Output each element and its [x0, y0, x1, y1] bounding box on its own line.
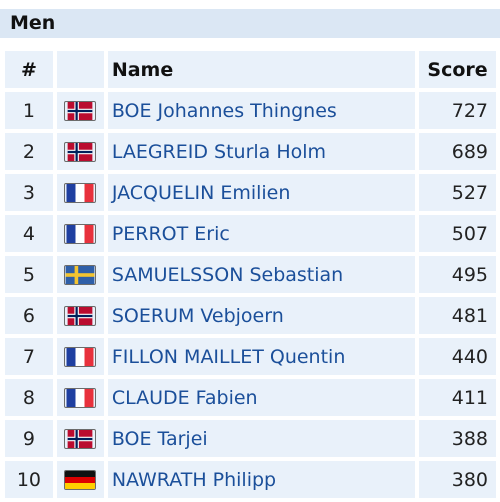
- rank-cell: 6: [5, 297, 53, 334]
- france-flag-icon: [64, 347, 97, 367]
- flag-cell: [56, 215, 104, 252]
- flag-cell: [56, 420, 104, 457]
- standings-table: # Name Score 1 BOE Johannes Thingnes 727 2 L…: [1, 47, 500, 502]
- norway-flag-icon: [64, 306, 97, 326]
- score-cell: 380: [419, 461, 496, 498]
- section-title: Men: [0, 9, 500, 38]
- athlete-name-link[interactable]: NAWRATH Philipp: [107, 461, 416, 498]
- score-cell: 481: [419, 297, 496, 334]
- table-row: 8 CLAUDE Fabien 411: [5, 379, 496, 416]
- rank-cell: 4: [5, 215, 53, 252]
- athlete-name-link[interactable]: SOERUM Vebjoern: [107, 297, 416, 334]
- table-row: 4 PERROT Eric 507: [5, 215, 496, 252]
- table-row: 1 BOE Johannes Thingnes 727: [5, 92, 496, 129]
- header-row: # Name Score: [5, 51, 496, 88]
- table-row: 5 SAMUELSSON Sebastian 495: [5, 256, 496, 293]
- rank-cell: 10: [5, 461, 53, 498]
- sweden-flag-icon: [64, 265, 97, 285]
- table-row: 6 SOERUM Vebjoern 481: [5, 297, 496, 334]
- athlete-name-link[interactable]: JACQUELIN Emilien: [107, 174, 416, 211]
- france-flag-icon: [64, 388, 97, 408]
- score-cell: 388: [419, 420, 496, 457]
- athlete-name-link[interactable]: BOE Johannes Thingnes: [107, 92, 416, 129]
- rank-cell: 9: [5, 420, 53, 457]
- table-row: 10 NAWRATH Philipp 380: [5, 461, 496, 498]
- france-flag-icon: [64, 183, 97, 203]
- table-row: 2 LAEGREID Sturla Holm 689: [5, 133, 496, 170]
- norway-flag-icon: [64, 429, 97, 449]
- athlete-name-link[interactable]: BOE Tarjei: [107, 420, 416, 457]
- flag-cell: [56, 297, 104, 334]
- score-cell: 689: [419, 133, 496, 170]
- athlete-name-link[interactable]: CLAUDE Fabien: [107, 379, 416, 416]
- name-header: Name: [107, 51, 416, 88]
- rank-cell: 3: [5, 174, 53, 211]
- score-cell: 507: [419, 215, 496, 252]
- score-cell: 727: [419, 92, 496, 129]
- athlete-name-link[interactable]: FILLON MAILLET Quentin: [107, 338, 416, 375]
- flag-cell: [56, 174, 104, 211]
- flag-cell: [56, 133, 104, 170]
- table-row: 7 FILLON MAILLET Quentin 440: [5, 338, 496, 375]
- table-row: 9 BOE Tarjei 388: [5, 420, 496, 457]
- athlete-name-link[interactable]: LAEGREID Sturla Holm: [107, 133, 416, 170]
- flag-cell: [56, 338, 104, 375]
- flag-header: [56, 51, 104, 88]
- rank-cell: 8: [5, 379, 53, 416]
- flag-cell: [56, 92, 104, 129]
- table-row: 3 JACQUELIN Emilien 527: [5, 174, 496, 211]
- score-cell: 411: [419, 379, 496, 416]
- flag-cell: [56, 379, 104, 416]
- rank-cell: 7: [5, 338, 53, 375]
- france-flag-icon: [64, 224, 97, 244]
- athlete-name-link[interactable]: SAMUELSSON Sebastian: [107, 256, 416, 293]
- score-cell: 440: [419, 338, 496, 375]
- rank-cell: 1: [5, 92, 53, 129]
- athlete-name-link[interactable]: PERROT Eric: [107, 215, 416, 252]
- germany-flag-icon: [64, 470, 97, 490]
- rank-cell: 5: [5, 256, 53, 293]
- score-header: Score: [419, 51, 496, 88]
- score-cell: 527: [419, 174, 496, 211]
- norway-flag-icon: [64, 101, 97, 121]
- flag-cell: [56, 461, 104, 498]
- rank-cell: 2: [5, 133, 53, 170]
- rank-header: #: [5, 51, 53, 88]
- flag-cell: [56, 256, 104, 293]
- norway-flag-icon: [64, 142, 97, 162]
- score-cell: 495: [419, 256, 496, 293]
